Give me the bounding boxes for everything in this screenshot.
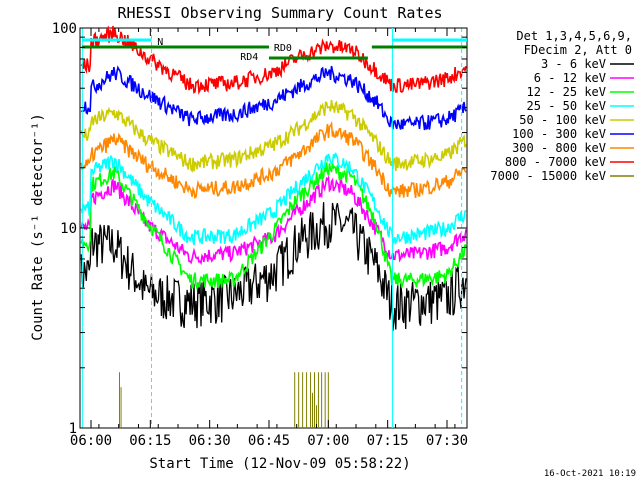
plot-area: N RD4 RD0: [79, 25, 468, 429]
series-300-800kev: [80, 120, 467, 200]
series-line: [80, 65, 467, 131]
axis-ticks: 06:00 06:15 06:30 06:45 07:00 07:15 07:30 1 10 10…: [52, 21, 468, 449]
x-axis-label: Start Time (12-Nov-09 05:58:22): [149, 456, 410, 472]
x-tick-label: 07:30: [426, 433, 468, 449]
y-tick-label: 100: [52, 21, 77, 37]
x-tick-label: 06:15: [129, 433, 171, 449]
y-tick-label: 10: [60, 221, 77, 237]
x-tick-label: 07:15: [367, 433, 409, 449]
series-800-7000kev: [80, 25, 467, 95]
series-line: [80, 99, 467, 173]
x-tick-label: 06:45: [248, 433, 290, 449]
series-line: [80, 25, 467, 95]
footer-date: 16-Oct-2021 10:19: [544, 469, 636, 479]
series-12-25kev: [80, 162, 467, 291]
legend-label: 6 - 12 keV: [534, 71, 606, 85]
chart-title: RHESSI Observing Summary Count Rates: [117, 4, 442, 22]
legend-label: 7000 - 15000 keV: [490, 169, 606, 183]
legend-label: 25 - 50 keV: [527, 99, 606, 113]
series-3-6kev: [80, 202, 467, 332]
legend-label: 12 - 25 keV: [527, 85, 606, 99]
state-label: N: [157, 37, 163, 48]
state-label: RD0: [274, 43, 292, 54]
x-tick-label: 06:00: [70, 433, 112, 449]
legend-label: 800 - 7000 keV: [505, 155, 606, 169]
x-tick-label: 07:00: [307, 433, 349, 449]
y-axis-label: Count Rate (s⁻¹ detector⁻¹): [30, 113, 46, 341]
series-line: [80, 120, 467, 200]
series-line: [80, 152, 467, 246]
series-7000-15000kev: [118, 372, 329, 428]
series-50-100kev: [80, 99, 467, 173]
series-100-300kev: [80, 65, 467, 131]
legend-label: 300 - 800 keV: [512, 141, 606, 155]
series-line: [80, 202, 467, 332]
x-tick-label: 06:30: [189, 433, 231, 449]
legend-label: 50 - 100 keV: [519, 113, 606, 127]
series-line: [80, 162, 467, 291]
legend-label: 3 - 6 keV: [541, 57, 606, 71]
legend-header: FDecim 2, Att 0: [524, 43, 632, 57]
state-label: RD4: [240, 52, 258, 63]
legend-header: Det 1,3,4,5,6,9,: [516, 29, 632, 43]
y-tick-label: 1: [69, 421, 77, 437]
legend: Det 1,3,4,5,6,9,FDecim 2, Att 03 - 6 keV…: [490, 29, 634, 183]
legend-label: 100 - 300 keV: [512, 127, 606, 141]
series-25-50kev: [80, 152, 467, 246]
